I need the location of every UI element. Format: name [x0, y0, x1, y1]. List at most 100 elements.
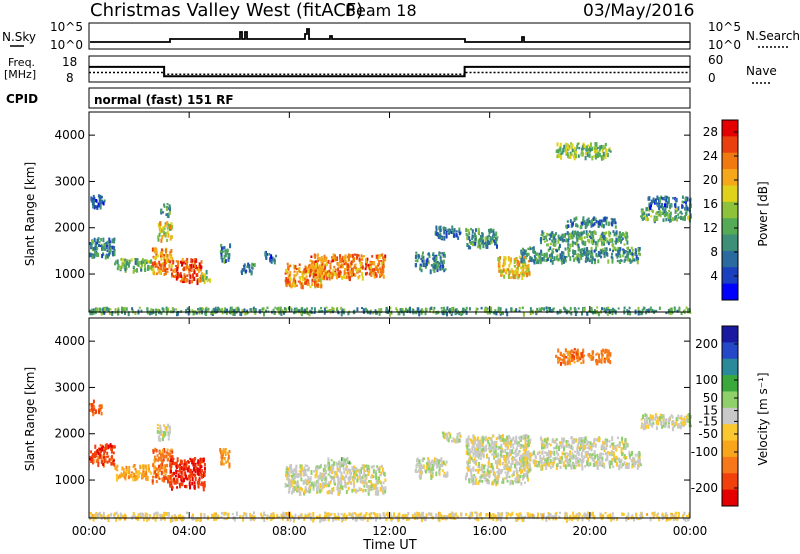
data-cell [567, 248, 570, 254]
data-cell [540, 464, 543, 469]
data-cell [340, 263, 343, 267]
data-cell [493, 472, 496, 477]
data-cell [227, 459, 229, 463]
data-cell [403, 310, 406, 313]
data-cell [669, 307, 672, 313]
data-cell [483, 470, 486, 474]
data-cell [158, 431, 161, 434]
data-cell [526, 460, 529, 465]
data-cell [385, 306, 388, 312]
data-cell [300, 473, 303, 477]
data-cell [121, 306, 123, 311]
data-cell [165, 469, 168, 474]
data-cell [542, 455, 545, 460]
data-cell [590, 142, 592, 148]
data-cell [433, 462, 436, 467]
data-cell [165, 468, 167, 471]
data-cell [169, 455, 172, 458]
data-cell [372, 469, 375, 474]
data-cell [382, 265, 385, 268]
data-cell [484, 473, 487, 478]
data-cell [368, 480, 371, 483]
data-cell [308, 488, 311, 494]
data-cell [284, 482, 287, 488]
data-cell [528, 458, 531, 462]
data-cell [157, 435, 160, 439]
data-cell [153, 458, 156, 464]
data-cell [205, 311, 208, 316]
data-cell [493, 440, 496, 446]
data-cell [603, 254, 606, 258]
data-cell [304, 470, 307, 475]
data-cell [520, 252, 523, 255]
data-cell [600, 463, 602, 467]
data-cell [159, 225, 162, 230]
data-cell [443, 306, 445, 311]
data-cell [164, 464, 167, 468]
data-cell [619, 254, 622, 258]
data-cell [348, 478, 351, 484]
data-cell [516, 266, 519, 271]
data-cell [623, 243, 626, 246]
data-cell [329, 265, 332, 270]
data-cell [499, 436, 501, 439]
data-cell [302, 270, 305, 275]
data-cell [350, 260, 353, 266]
data-cell [574, 241, 577, 245]
data-cell [468, 236, 471, 240]
data-cell [169, 464, 172, 468]
data-cell [521, 254, 524, 259]
data-cell [340, 457, 343, 462]
data-cell [331, 259, 334, 263]
data-cell [458, 311, 461, 315]
data-cell [92, 404, 95, 407]
data-cell [169, 237, 172, 241]
data-cell [358, 468, 361, 474]
data-cell [285, 268, 288, 274]
data-cell [331, 256, 333, 259]
data-cell [526, 270, 529, 276]
data-cell [342, 467, 345, 470]
data-cell [270, 259, 273, 264]
data-cell [501, 273, 504, 276]
data-cell [372, 475, 375, 478]
data-cell [612, 465, 615, 469]
data-cell [305, 280, 308, 285]
data-cell [560, 154, 563, 160]
data-cell [549, 443, 552, 447]
data-cell [576, 142, 579, 146]
data-cell [165, 253, 168, 258]
data-cell [557, 311, 560, 315]
data-cell [241, 309, 244, 314]
data-cell [540, 308, 542, 312]
data-cell [481, 443, 484, 447]
data-cell [169, 452, 172, 457]
data-cell [548, 450, 550, 455]
data-cell [367, 467, 370, 473]
data-cell [482, 436, 485, 440]
data-cell [571, 223, 574, 227]
data-cell [542, 236, 545, 240]
data-cell [164, 262, 166, 267]
data-cell [540, 457, 543, 463]
data-cell [525, 452, 528, 458]
data-cell [522, 453, 525, 456]
data-cell [673, 306, 676, 309]
data-cell [559, 237, 562, 241]
data-cell [491, 441, 493, 445]
data-cell [590, 223, 593, 228]
data-cell [106, 240, 109, 246]
data-cell [617, 235, 620, 239]
data-cell [351, 488, 354, 493]
data-cell [317, 466, 319, 470]
data-cell [144, 464, 147, 469]
data-cell [102, 253, 105, 256]
data-cell [591, 259, 594, 265]
data-cell [332, 465, 335, 470]
data-cell [380, 261, 383, 266]
data-cell [556, 154, 559, 159]
data-cell [635, 250, 637, 255]
data-cell [159, 268, 162, 272]
data-cell [151, 310, 154, 315]
data-cell [324, 257, 327, 262]
